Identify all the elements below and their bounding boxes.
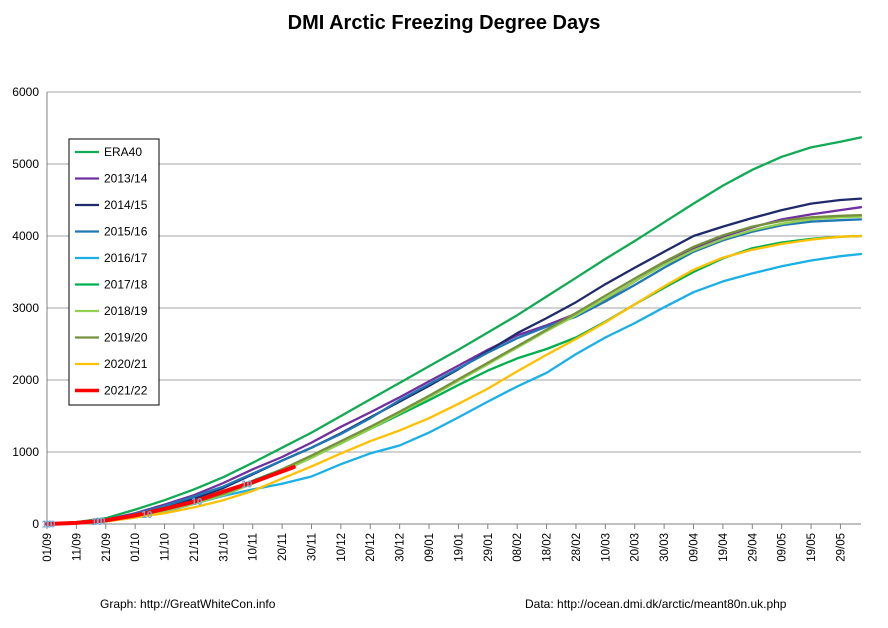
series-line-2016-17 <box>45 252 863 526</box>
y-tick-label: 0 <box>32 517 39 531</box>
x-tick-label: 21/09 <box>101 533 113 562</box>
x-tick-label: 01/10 <box>130 533 142 562</box>
x-tick-label: 08/02 <box>512 533 524 562</box>
x-tick-label: 20/03 <box>630 533 642 562</box>
series-line-2019-20 <box>45 213 863 526</box>
x-axis-ticks: 01/09 11/09 21/09 01/10 11/10 21/10 31/10 10/11… <box>42 524 847 562</box>
series-line-2013-14 <box>45 206 863 526</box>
y-tick-label: 2000 <box>12 373 39 387</box>
x-tick-label: 19/01 <box>453 533 465 562</box>
series-lines <box>45 136 863 526</box>
marker-label: 10 <box>91 517 103 528</box>
x-tick-label: 19/05 <box>806 533 818 562</box>
x-tick-label: 30/12 <box>395 533 407 562</box>
marker-label: 10 <box>191 497 203 508</box>
legend: ERA40 2013/14 2014/15 2015/16 2016/17 2017/18… <box>68 138 160 406</box>
footer-data-source: Data: http://ocean.dmi.dk/arctic/meant80… <box>525 597 787 611</box>
x-tick-label: 10/11 <box>248 533 260 561</box>
y-tick-label: 3000 <box>12 301 39 315</box>
grid-lines <box>47 91 861 525</box>
x-tick-label: 20/11 <box>277 533 289 561</box>
axes <box>46 92 861 525</box>
x-tick-label: 01/09 <box>42 533 54 562</box>
x-tick-label: 09/04 <box>688 532 700 561</box>
x-tick-label: 18/02 <box>542 533 554 562</box>
legend-label: 2015/16 <box>104 225 148 239</box>
series-line-2018-19 <box>45 215 863 526</box>
y-axis-ticks: 0 1000 2000 3000 4000 5000 6000 <box>12 85 39 531</box>
y-tick-label: 1000 <box>12 445 39 459</box>
legend-label: 2014/15 <box>104 198 148 212</box>
x-tick-label: 10/12 <box>336 533 348 562</box>
marker-label: 10 <box>41 520 53 531</box>
legend-label: 2016/17 <box>104 251 148 265</box>
series-line-era40 <box>45 136 863 525</box>
x-tick-label: 11/09 <box>71 533 83 561</box>
y-tick-label: 6000 <box>12 85 39 99</box>
x-tick-label: 29/04 <box>747 532 759 561</box>
marker-label: 10 <box>94 516 106 527</box>
series-line-2021-22 <box>45 465 296 526</box>
y-tick-label: 4000 <box>12 229 39 243</box>
x-tick-label: 30/11 <box>306 533 318 561</box>
legend-box <box>68 138 160 406</box>
x-tick-label: 10/03 <box>600 533 612 562</box>
x-tick-label: 20/12 <box>365 533 377 562</box>
x-tick-label: 11/10 <box>160 533 172 561</box>
marker-label: 10 <box>241 480 253 491</box>
legend-label: 2013/14 <box>104 172 148 186</box>
legend-label: 2019/20 <box>104 331 148 345</box>
footer-graph-credit: Graph: http://GreatWhiteCon.info <box>100 597 276 611</box>
marker-label: 10 <box>44 520 56 531</box>
y-tick-label: 5000 <box>12 157 39 171</box>
marker-label: 10 <box>141 510 153 521</box>
series-line-2014-15 <box>45 197 863 526</box>
x-tick-label: 30/03 <box>659 533 671 562</box>
x-tick-label: 09/01 <box>424 533 436 562</box>
legend-label: 2021/22 <box>104 384 148 398</box>
x-tick-label: 29/05 <box>835 533 847 562</box>
series-line-2020-21 <box>45 234 863 526</box>
x-tick-label: 19/04 <box>718 532 730 561</box>
series-line-2015-16 <box>45 218 863 526</box>
x-tick-label: 09/05 <box>777 533 789 562</box>
x-tick-label: 29/01 <box>483 533 495 562</box>
legend-label: 2018/19 <box>104 304 148 318</box>
x-tick-label: 31/10 <box>218 533 230 562</box>
legend-label: 2017/18 <box>104 278 148 292</box>
chart-title: DMI Arctic Freezing Degree Days <box>288 12 601 34</box>
x-tick-label: 28/02 <box>571 533 583 562</box>
legend-label: ERA40 <box>104 145 142 159</box>
legend-label: 2020/21 <box>104 357 148 371</box>
x-tick-label: 21/10 <box>189 533 201 562</box>
